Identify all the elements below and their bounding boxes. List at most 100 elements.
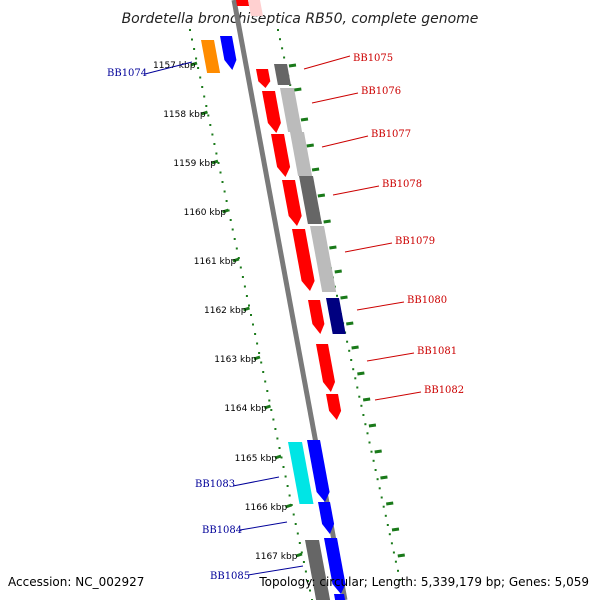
gene-feature[interactable] xyxy=(282,180,302,226)
scale-tick-label: 1160 kbp xyxy=(184,208,227,218)
gene-label-bb1081[interactable]: BB1081 xyxy=(417,346,457,357)
track-dot xyxy=(284,475,287,478)
gene-feature[interactable] xyxy=(290,132,313,176)
gene-label-bb1074[interactable]: BB1074 xyxy=(107,68,147,79)
track-dot xyxy=(388,533,391,536)
leader-line xyxy=(144,61,193,75)
track-dot xyxy=(292,513,295,516)
track-dot xyxy=(278,447,281,449)
track-dot xyxy=(384,514,387,517)
leader-line xyxy=(332,185,380,196)
scale-tick-mark xyxy=(274,454,282,460)
gene-feature[interactable] xyxy=(248,0,263,16)
track-dot xyxy=(229,219,232,221)
gene-feature[interactable] xyxy=(288,442,314,504)
scale-tick-mark xyxy=(264,404,271,410)
track-dot xyxy=(362,414,365,416)
track-dot xyxy=(390,542,393,545)
leader-line xyxy=(374,391,422,401)
scale-tick-label: 1165 kbp xyxy=(235,454,278,464)
track-dot xyxy=(262,371,265,373)
scale-tick-mark xyxy=(346,321,354,326)
track-dot xyxy=(368,441,371,444)
gene-feature[interactable] xyxy=(236,0,250,6)
scale-tick-mark xyxy=(334,269,342,274)
track-dot xyxy=(298,542,301,544)
track-dot xyxy=(241,276,244,278)
genome-title: Bordetella bronchiseptica RB50, complete… xyxy=(122,11,479,27)
track-dot xyxy=(243,285,246,288)
scale-tick-mark xyxy=(357,371,365,376)
right-gene-labels: BB1075 BB1076 BB1077 BB1078 BB1079 BB108… xyxy=(303,53,464,401)
gene-label-bb1080[interactable]: BB1080 xyxy=(407,295,447,306)
gene-label-bb1076[interactable]: BB1076 xyxy=(361,86,401,97)
gene-feature[interactable] xyxy=(292,229,315,291)
scale-tick-mark xyxy=(362,397,371,402)
scale-tick-mark xyxy=(386,501,394,506)
scale-tick-label: 1167 kbp xyxy=(255,552,298,562)
gene-feature[interactable] xyxy=(299,176,322,224)
track-dot xyxy=(280,456,283,459)
track-dot xyxy=(346,340,349,343)
leader-line xyxy=(311,92,359,104)
gene-feature[interactable] xyxy=(220,36,237,70)
track-dot xyxy=(274,428,277,430)
gene-feature[interactable] xyxy=(274,64,291,85)
gene-feature[interactable] xyxy=(334,594,346,600)
track-dot xyxy=(221,181,224,183)
scale-tick-mark xyxy=(397,553,405,558)
track-dot xyxy=(360,404,363,407)
gene-feature[interactable] xyxy=(310,226,337,292)
track-dot xyxy=(276,437,279,440)
scale-tick-mark xyxy=(374,449,382,454)
scale-tick-mark xyxy=(294,87,302,92)
gene-feature[interactable] xyxy=(201,40,221,73)
gene-feature[interactable] xyxy=(256,69,271,88)
track-dot xyxy=(336,294,338,297)
genome-summary-text: Topology: circular; Length: 5,339,179 bp… xyxy=(258,575,589,589)
track-dot xyxy=(252,323,254,326)
track-dot xyxy=(197,67,200,69)
scale-tick-label: 1166 kbp xyxy=(245,503,288,513)
scale-tick-mark xyxy=(285,503,292,509)
scale-tick-mark xyxy=(317,193,326,198)
gene-feature[interactable] xyxy=(308,300,325,334)
gene-label-bb1079[interactable]: BB1079 xyxy=(395,236,435,247)
scale-tick-mark xyxy=(351,345,359,350)
scale-tick-mark xyxy=(368,423,377,428)
gene-label-bb1083[interactable]: BB1083 xyxy=(195,479,235,490)
track-dot xyxy=(281,47,284,50)
scale-tick-mark xyxy=(306,143,314,148)
gene-label-bb1082[interactable]: BB1082 xyxy=(424,385,464,396)
gene-feature[interactable] xyxy=(305,540,331,600)
scale-tick-mark xyxy=(300,117,309,122)
gene-feature[interactable] xyxy=(262,91,281,133)
gene-feature[interactable] xyxy=(318,502,335,534)
scale-tick-label: 1163 kbp xyxy=(214,355,257,365)
track-dot xyxy=(399,579,401,581)
gene-feature[interactable] xyxy=(280,88,303,132)
gene-feature[interactable] xyxy=(326,298,346,334)
scale-tick-mark xyxy=(380,475,388,480)
leader-line xyxy=(344,242,393,253)
gene-feature[interactable] xyxy=(271,134,291,177)
gene-label-bb1084[interactable]: BB1084 xyxy=(202,525,242,536)
gene-label-bb1077[interactable]: BB1077 xyxy=(371,129,411,140)
track-dot xyxy=(201,86,204,88)
track-dot xyxy=(231,228,234,231)
gene-feature[interactable] xyxy=(326,394,342,420)
gene-feature[interactable] xyxy=(307,440,330,502)
scale-tick-mark xyxy=(253,355,261,361)
track-dot xyxy=(370,450,373,453)
scale-tick-label: 1161 kbp xyxy=(194,257,237,267)
track-dot xyxy=(366,432,369,435)
track-dot xyxy=(300,551,303,554)
gene-feature[interactable] xyxy=(324,538,346,594)
track-dot xyxy=(352,368,355,371)
gene-label-bb1075[interactable]: BB1075 xyxy=(353,53,393,64)
gene-label-bb1085[interactable]: BB1085 xyxy=(210,571,250,582)
gene-feature[interactable] xyxy=(316,344,335,392)
track-dot xyxy=(239,266,242,269)
gene-label-bb1078[interactable]: BB1078 xyxy=(382,179,422,190)
